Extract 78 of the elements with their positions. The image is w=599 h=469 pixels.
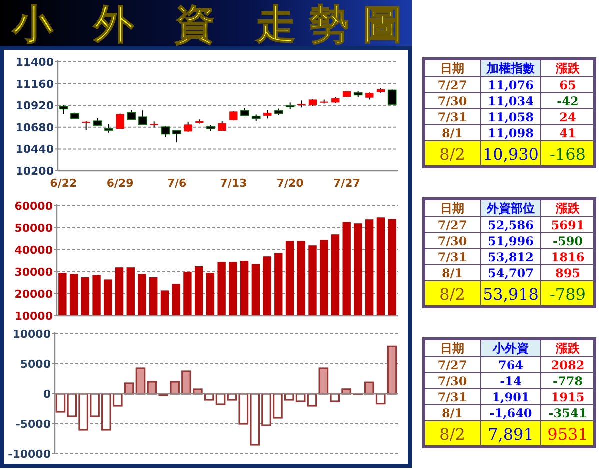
text: -14 [500, 374, 522, 388]
y-tick-label: 10200 [16, 165, 54, 178]
text: 1,901 [492, 390, 530, 404]
chart-title: 小 外 資 走勢圖 [12, 2, 403, 48]
text: 8/2 [440, 284, 466, 304]
text: 小外資 [492, 341, 529, 356]
text: 7/31 [438, 110, 468, 124]
text: 65 [560, 78, 576, 92]
y-tick-label: 11400 [16, 56, 54, 69]
text: 9531 [548, 424, 588, 444]
text: 51,996 [488, 234, 534, 248]
y-tick-label: 10920 [16, 100, 54, 113]
x-tick-label: 7/27 [334, 177, 360, 190]
text: 52,586 [488, 218, 534, 232]
text: 11,058 [488, 110, 534, 124]
text: 漲跌 [555, 341, 581, 356]
y-tick-label: 10000 [12, 328, 52, 341]
y-tick-label: 0 [43, 388, 52, 401]
text: 7/27 [438, 358, 468, 372]
text: 8/1 [442, 406, 464, 420]
text: 24 [560, 110, 576, 124]
y-tick-label: 50000 [14, 222, 54, 235]
text: 7/30 [438, 374, 468, 388]
text: 8/2 [440, 424, 466, 444]
text: 54,707 [488, 266, 534, 280]
text: 7/31 [438, 250, 468, 264]
text: 11,034 [488, 94, 534, 108]
text: 日期 [440, 201, 464, 216]
text: -168 [550, 144, 586, 164]
x-tick-label: 7/6 [167, 177, 188, 190]
text: -42 [557, 94, 579, 108]
y-tick-label: 40000 [14, 244, 54, 257]
text: -590 [552, 234, 584, 248]
text: 日期 [440, 341, 464, 356]
text: 41 [560, 126, 576, 140]
text: 11,076 [488, 78, 534, 92]
x-tick-label: 6/29 [106, 177, 134, 190]
text: 7/27 [438, 218, 468, 232]
y-tick-label: 10680 [16, 121, 54, 134]
text: 8/2 [440, 144, 466, 164]
text: -1,640 [490, 406, 532, 420]
text: -3541 [548, 406, 588, 420]
text: 895 [555, 266, 581, 280]
text: 7,891 [488, 424, 534, 444]
x-tick-label: 6/22 [50, 177, 78, 190]
y-tick-label: 5000 [20, 358, 52, 371]
text: 1915 [551, 390, 585, 404]
text: 8/1 [442, 266, 464, 280]
text: 日期 [440, 61, 464, 76]
text: 764 [498, 358, 524, 372]
text: 外資部位 [486, 201, 535, 216]
text: 53,918 [483, 284, 539, 304]
text: 漲跌 [555, 201, 581, 216]
y-tick-label: -10000 [8, 448, 52, 461]
text: -778 [552, 374, 584, 388]
x-tick-label: 7/20 [276, 177, 304, 190]
text: 2082 [551, 358, 585, 372]
y-tick-label: -5000 [16, 418, 52, 431]
y-tick-label: 60000 [14, 200, 54, 213]
text: 53,812 [488, 250, 534, 264]
y-tick-label: 10000 [14, 310, 54, 323]
text: -789 [550, 284, 586, 304]
y-tick-label: 11160 [16, 78, 54, 91]
y-tick-label: 10440 [16, 143, 54, 156]
text: 7/30 [438, 234, 468, 248]
text: 7/30 [438, 94, 468, 108]
y-tick-label: 30000 [14, 266, 54, 279]
text: 漲跌 [555, 61, 581, 76]
y-tick-label: 20000 [14, 288, 54, 301]
text: 5691 [551, 218, 585, 232]
text: 加權指數 [486, 61, 536, 76]
text: 7/27 [438, 78, 468, 92]
x-tick-label: 7/13 [220, 177, 248, 190]
text: 8/1 [442, 126, 464, 140]
text: 7/31 [438, 390, 468, 404]
text: 11,098 [488, 126, 534, 140]
text: 10,930 [483, 144, 539, 164]
text: 1816 [551, 250, 585, 264]
